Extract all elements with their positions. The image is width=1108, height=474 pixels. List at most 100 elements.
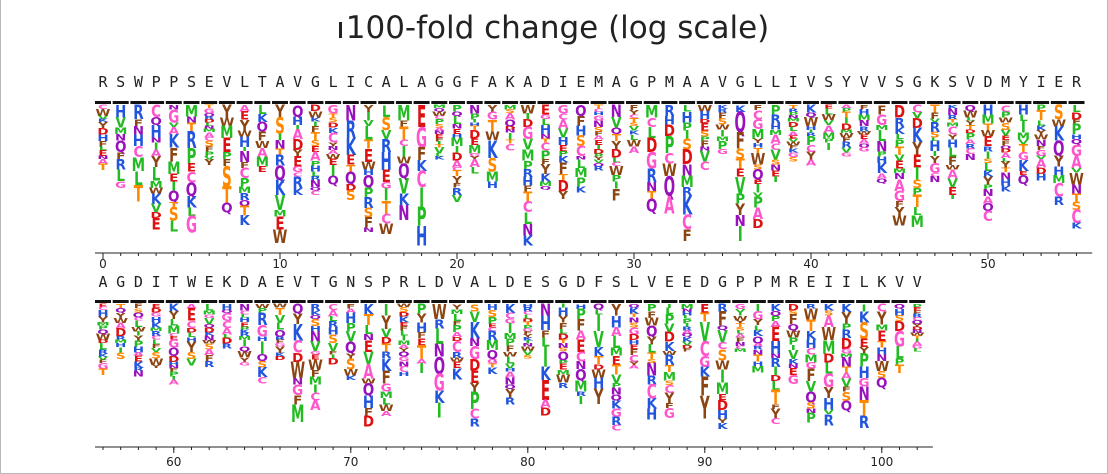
logo-letter: L: [1037, 119, 1046, 128]
logo-letter: Q: [274, 161, 285, 184]
logo-letter: N: [469, 336, 480, 348]
logo-letter: H: [858, 364, 869, 382]
logo-letter: I: [561, 304, 566, 310]
wildtype-bar: [1015, 101, 1032, 104]
logo-letter: G: [699, 354, 710, 371]
logo-letter: Y: [841, 309, 852, 327]
logo-letter: Q: [274, 328, 285, 340]
logo-letter: Q: [858, 142, 870, 148]
logo-letter: S: [346, 357, 356, 374]
logo-letter: T: [187, 121, 196, 135]
logo-letter: K: [487, 365, 499, 376]
logo-letter: Q: [434, 108, 446, 113]
wildtype-residue: A: [683, 73, 692, 91]
logo-letter: N: [540, 301, 551, 321]
logo-letter: Q: [911, 320, 923, 325]
logo-letter: H: [186, 336, 197, 343]
logo-letter: A: [841, 105, 852, 110]
logo-letter: V: [169, 122, 179, 129]
logo-letter: M: [539, 181, 552, 188]
logo-letter: C: [187, 319, 197, 331]
wildtype-bar: [165, 300, 182, 303]
logo-letter: T: [629, 117, 639, 125]
logo-letter: L: [1001, 158, 1010, 163]
logo-letter: W: [361, 377, 376, 385]
wildtype-residue: V: [718, 73, 727, 91]
logo-letter: D: [894, 102, 905, 122]
logo-letter: L: [470, 165, 479, 176]
logo-letter: Q: [434, 352, 445, 380]
logo-letter: R: [841, 140, 852, 149]
logo-letter: F: [629, 104, 638, 113]
logo-letter: T: [328, 113, 338, 120]
logo-letter: I: [508, 321, 513, 337]
logo-letter: T: [806, 316, 816, 336]
logo-letter: Q: [239, 199, 250, 208]
logo-letter: S: [116, 350, 126, 361]
logo-letter: S: [877, 369, 887, 380]
logo-letter: E: [1001, 135, 1010, 142]
wildtype-bar: [714, 101, 731, 104]
logo-letter: A: [328, 149, 338, 155]
logo-letter: P: [434, 118, 444, 127]
logo-letter: K: [239, 330, 251, 335]
logo-letter: K: [98, 354, 110, 359]
logo-letter: D: [522, 117, 533, 129]
logo-letter: W: [644, 316, 659, 328]
logo-letter: P: [965, 131, 975, 142]
logo-letter: F: [629, 348, 638, 357]
logo-letter: P: [487, 315, 497, 327]
logo-letter: G: [558, 102, 569, 116]
logo-letter: L: [541, 118, 550, 127]
logo-letter: S: [735, 327, 745, 332]
logo-letter: E: [187, 305, 196, 325]
logo-letter: N: [593, 119, 604, 129]
logo-letter: W: [892, 215, 907, 230]
logo-letter: Y: [752, 318, 764, 327]
wildtype-residue: L: [753, 73, 762, 91]
logo-letter: Q: [168, 345, 180, 359]
logo-letter: Y: [664, 391, 676, 407]
logo-letter: A: [1036, 156, 1047, 170]
logo-letter: E: [169, 336, 178, 341]
logo-letter: W: [450, 357, 465, 363]
logo-letter: P: [700, 136, 711, 142]
wildtype-bar: [307, 300, 324, 303]
logo-letter: L: [913, 348, 922, 353]
wildtype-bar: [537, 300, 554, 303]
logo-letter: I: [313, 120, 318, 128]
logo-letter: P: [682, 120, 692, 132]
logo-letter: K: [682, 335, 693, 344]
logo-letter: L: [152, 338, 161, 346]
logo-letter: P: [576, 307, 586, 323]
wildtype-bar: [449, 101, 465, 104]
logo-letter: H: [699, 110, 710, 122]
logo-letter: R: [664, 353, 675, 369]
logo-letter: I: [260, 337, 265, 358]
logo-letter: M: [486, 171, 499, 186]
wildtype-residue: A: [382, 73, 391, 91]
logo-letter: C: [434, 116, 444, 121]
logo-letter: A: [292, 128, 303, 143]
logo-letter: N: [97, 156, 108, 161]
logo-letter: E: [718, 393, 727, 402]
logo-letter: F: [842, 385, 851, 393]
logo-letter: L: [647, 342, 656, 356]
x-tick-label: 80: [520, 455, 535, 469]
logo-letter: K: [593, 346, 605, 360]
logo-letter: D: [292, 351, 303, 365]
logo-letter: G: [1071, 141, 1082, 161]
logo-letter: W: [308, 110, 323, 120]
wildtype-residue: V: [452, 273, 461, 291]
logo-letter: H: [239, 317, 250, 324]
logo-letter: A: [363, 361, 374, 383]
logo-letter: K: [346, 134, 357, 161]
logo-letter: F: [205, 145, 214, 154]
logo-letter: Q: [97, 329, 109, 336]
logo-letter: C: [700, 159, 710, 173]
logo-letter: W: [786, 142, 801, 147]
logo-letter: R: [275, 337, 286, 342]
wildtype-bar: [183, 101, 200, 104]
logo-letter: V: [328, 341, 339, 355]
logo-letter: M: [751, 128, 764, 143]
